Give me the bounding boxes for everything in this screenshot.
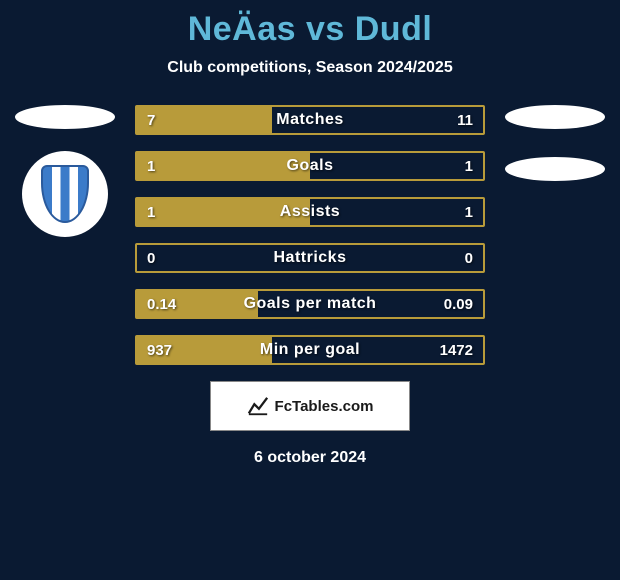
right-player-column	[500, 105, 610, 181]
stat-label: Goals per match	[137, 291, 483, 317]
stat-label: Goals	[137, 153, 483, 179]
stat-bar: 1Goals1	[135, 151, 485, 181]
stat-value-right: 1	[465, 153, 473, 179]
player-ellipse-left	[15, 105, 115, 129]
stat-bar: 0Hattricks0	[135, 243, 485, 273]
date-label: 6 october 2024	[0, 449, 620, 467]
subtitle: Club competitions, Season 2024/2025	[0, 59, 620, 77]
stat-label: Hattricks	[137, 245, 483, 271]
stat-bar: 1Assists1	[135, 197, 485, 227]
stat-value-right: 11	[457, 107, 473, 133]
attribution-badge: FcTables.com	[210, 381, 410, 431]
chart-icon	[247, 395, 269, 417]
stat-label: Matches	[137, 107, 483, 133]
stat-label: Assists	[137, 199, 483, 225]
club-logo-left	[22, 151, 108, 237]
comparison-infographic: NeÄas vs Dudl Club competitions, Season …	[0, 0, 620, 467]
stat-bar: 937Min per goal1472	[135, 335, 485, 365]
stat-value-right: 0	[465, 245, 473, 271]
stat-value-right: 0.09	[444, 291, 473, 317]
main-row: 7Matches111Goals11Assists10Hattricks00.1…	[0, 105, 620, 365]
shield-icon	[41, 165, 89, 223]
player-ellipse-right-b	[505, 157, 605, 181]
left-player-column	[10, 105, 120, 237]
stat-value-right: 1472	[440, 337, 473, 363]
attribution-text: FcTables.com	[275, 398, 374, 415]
page-title: NeÄas vs Dudl	[0, 10, 620, 49]
stat-bar: 7Matches11	[135, 105, 485, 135]
stat-label: Min per goal	[137, 337, 483, 363]
player-ellipse-right-a	[505, 105, 605, 129]
stat-bar: 0.14Goals per match0.09	[135, 289, 485, 319]
stats-block: 7Matches111Goals11Assists10Hattricks00.1…	[135, 105, 485, 365]
stat-value-right: 1	[465, 199, 473, 225]
